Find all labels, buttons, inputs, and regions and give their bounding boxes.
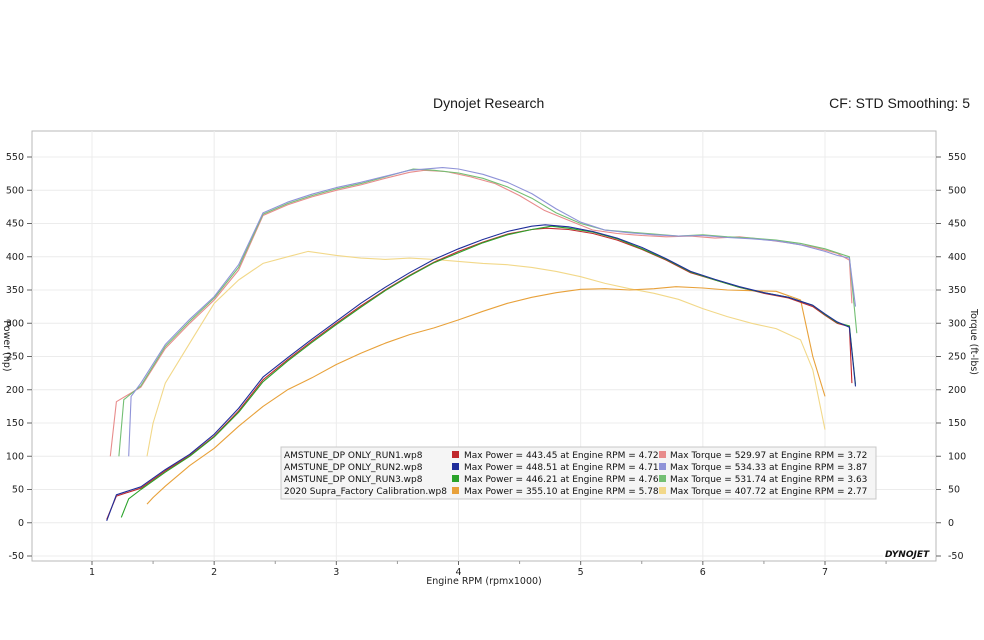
y-tick-label-right: 100 xyxy=(948,451,966,462)
correction-factor-info: CF: STD Smoothing: 5 xyxy=(829,95,970,111)
axis-ticks: -50 -50 0 0 50 50 100 100 150 150 200 200 250 250 300 3… xyxy=(6,152,966,578)
x-tick-label: 2 xyxy=(211,567,217,578)
y-tick-label-left: 300 xyxy=(6,318,24,329)
x-axis-label: Engine RPM (rpmx1000) xyxy=(426,576,542,587)
torque-curve-2 xyxy=(128,167,857,457)
y-tick-label-left: 500 xyxy=(6,185,24,196)
torque-curve-4 xyxy=(146,250,826,457)
y-tick-label-right: 400 xyxy=(948,252,966,263)
y-tick-label-left: 550 xyxy=(6,152,24,163)
y-tick-label-right: -50 xyxy=(948,551,964,562)
legend-max-torque: Max Torque = 531.74 at Engine RPM = 3.63 xyxy=(670,475,867,485)
legend-torque-swatch xyxy=(659,475,666,482)
torque-curve-3 xyxy=(118,168,858,457)
y-tick-label-right: 200 xyxy=(948,385,966,396)
legend-box xyxy=(280,446,877,500)
legend-max-torque: Max Torque = 534.33 at Engine RPM = 3.87 xyxy=(670,463,867,473)
x-tick-label: 4 xyxy=(455,567,461,578)
y-tick-label-left: 0 xyxy=(18,518,24,529)
y-tick-label-right: 50 xyxy=(948,485,960,496)
chart-title: Dynojet Research xyxy=(433,95,545,111)
svg-text:DYNOJET: DYNOJET xyxy=(885,550,930,560)
legend-max-power: Max Power = 355.10 at Engine RPM = 5.78 xyxy=(464,487,659,497)
y-tick-label-right: 550 xyxy=(948,152,966,163)
y-axis-label-left: Power (hp) xyxy=(1,320,12,371)
legend-max-power: Max Power = 446.21 at Engine RPM = 4.76 xyxy=(464,475,659,485)
y-tick-label-left: 200 xyxy=(6,385,24,396)
power-curve-2 xyxy=(106,224,857,521)
x-tick-label: 1 xyxy=(89,567,95,578)
x-tick-label: 5 xyxy=(578,567,584,578)
y-tick-label-right: 150 xyxy=(948,418,966,429)
legend-torque-swatch xyxy=(659,463,666,470)
legend-power-swatch xyxy=(452,475,459,482)
y-tick-label-left: 50 xyxy=(12,485,24,496)
legend-max-torque: Max Torque = 407.72 at Engine RPM = 2.77 xyxy=(670,487,867,497)
legend-run-name: AMSTUNE_DP ONLY_RUN1.wp8 xyxy=(284,451,423,461)
legend-torque-swatch xyxy=(659,451,666,458)
legend-power-swatch xyxy=(452,463,459,470)
y-tick-label-left: 350 xyxy=(6,285,24,296)
legend-run-name: AMSTUNE_DP ONLY_RUN3.wp8 xyxy=(284,475,423,485)
legend-run-name: AMSTUNE_DP ONLY_RUN2.wp8 xyxy=(284,463,423,473)
x-tick-label: 7 xyxy=(822,567,828,578)
legend-max-power: Max Power = 448.51 at Engine RPM = 4.71 xyxy=(464,463,659,473)
power-curve-4 xyxy=(146,286,826,505)
legend: AMSTUNE_DP ONLY_RUN1.wp8 Max Power = 443.… xyxy=(280,446,877,500)
legend-torque-swatch xyxy=(659,487,666,494)
y-tick-label-left: -50 xyxy=(8,551,24,562)
legend-max-power: Max Power = 443.45 at Engine RPM = 4.72 xyxy=(464,451,659,461)
x-tick-label: 3 xyxy=(333,567,339,578)
y-tick-label-right: 250 xyxy=(948,352,966,363)
y-tick-label-right: 300 xyxy=(948,318,966,329)
y-tick-label-right: 350 xyxy=(948,285,966,296)
series-curves xyxy=(106,167,858,521)
y-tick-label-right: 450 xyxy=(948,219,966,230)
y-tick-label-left: 400 xyxy=(6,252,24,263)
y-tick-label-left: 100 xyxy=(6,451,24,462)
y-tick-label-left: 150 xyxy=(6,418,24,429)
y-tick-label-left: 450 xyxy=(6,219,24,230)
legend-power-swatch xyxy=(452,451,459,458)
legend-run-name: 2020 Supra_Factory Calibration.wp8 xyxy=(284,487,447,497)
x-tick-label: 6 xyxy=(700,567,706,578)
y-tick-label-right: 500 xyxy=(948,185,966,196)
y-tick-label-left: 250 xyxy=(6,352,24,363)
y-axis-label-right: Torque (ft-lbs) xyxy=(968,308,979,375)
power-curve-1 xyxy=(106,227,853,520)
y-tick-label-right: 0 xyxy=(948,518,954,529)
dynojet-logo: DYNOJET xyxy=(883,547,935,560)
legend-max-torque: Max Torque = 529.97 at Engine RPM = 3.72 xyxy=(670,451,867,461)
legend-power-swatch xyxy=(452,487,459,494)
